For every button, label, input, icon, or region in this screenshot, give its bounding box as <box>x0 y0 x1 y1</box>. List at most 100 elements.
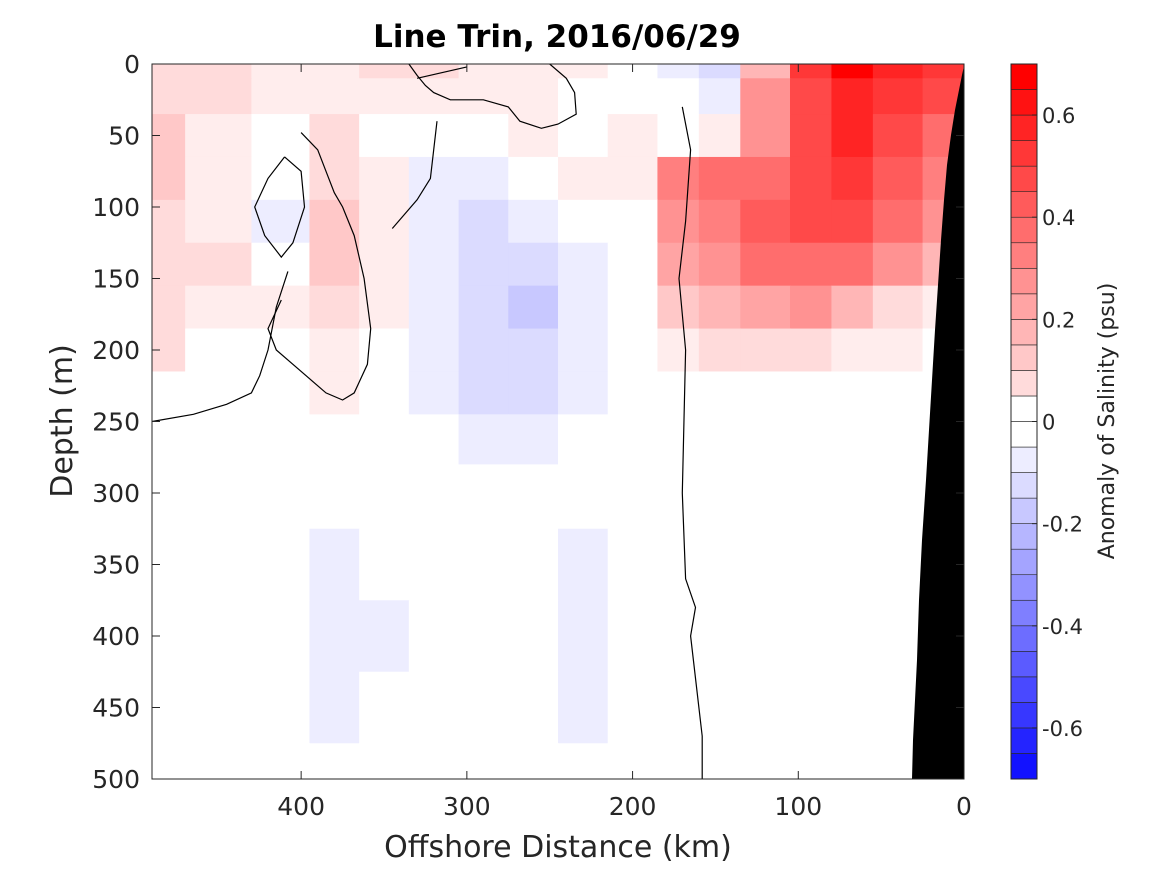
heatmap-cell <box>508 156 559 201</box>
heatmap-cell <box>740 199 791 244</box>
heatmap-cell <box>558 242 609 287</box>
heatmap-cell <box>359 671 410 744</box>
heatmap-cell <box>309 743 360 779</box>
heatmap-cell <box>698 464 741 530</box>
heatmap-cell <box>508 64 559 79</box>
colorbar-level <box>1010 625 1038 652</box>
heatmap-cell <box>152 156 186 201</box>
heatmap-cell <box>408 285 460 330</box>
colorbar-level <box>1010 497 1038 524</box>
heatmap-cell <box>657 242 700 287</box>
x-tick-label: 100 <box>774 792 822 821</box>
heatmap-cell <box>657 199 700 244</box>
heatmap-cell <box>698 285 741 330</box>
heatmap-cell <box>831 156 874 201</box>
colorbar-level <box>1010 753 1038 780</box>
colorbar-tick-label: 0.4 <box>1042 206 1075 230</box>
heatmap-cell <box>152 64 186 79</box>
heatmap-cell <box>698 414 741 465</box>
heatmap-cell <box>831 464 874 530</box>
heatmap-cell <box>251 464 311 530</box>
heatmap-cell <box>698 600 741 673</box>
heatmap-cell <box>558 199 609 244</box>
colorbar-level <box>1010 676 1038 703</box>
heatmap-cell <box>458 600 509 673</box>
heatmap-cell <box>251 78 311 115</box>
heatmap-cell <box>152 464 186 530</box>
x-tick-label: 400 <box>277 792 325 821</box>
heatmap-cell <box>698 743 741 779</box>
colorbar: -0.6 -0.4 -0.2 0 0.2 0.4 0.6 Anomaly of Salini… <box>1010 63 1120 780</box>
heatmap-cell <box>831 414 874 465</box>
heatmap-cell <box>607 600 659 673</box>
heatmap-cell <box>309 242 360 287</box>
heatmap-cell <box>740 114 791 158</box>
y-tick-label: 0 <box>124 50 140 79</box>
colorbar-level <box>1010 446 1038 473</box>
heatmap-cell <box>872 528 924 601</box>
colorbar-tick-label: -0.4 <box>1042 615 1083 639</box>
heatmap-cell <box>458 242 509 287</box>
heatmap-cell <box>831 600 874 673</box>
colorbar-tick-label: 0 <box>1042 411 1055 435</box>
y-tick-label: 200 <box>92 336 140 365</box>
heatmap-cell <box>740 78 791 115</box>
heatmap-cell <box>872 414 924 465</box>
heatmap-cell <box>558 285 609 330</box>
heatmap-cell <box>607 199 659 244</box>
heatmap-cell <box>458 464 509 530</box>
heatmap-cell <box>508 78 559 115</box>
y-axis-ticks: 0 50 100 150 200 250 300 350 400 450 500 <box>92 50 964 794</box>
heatmap-cell <box>790 671 833 744</box>
heatmap-cell <box>508 414 559 465</box>
heatmap-cell <box>185 285 253 330</box>
heatmap-cell <box>607 671 659 744</box>
heatmap-cell <box>359 528 410 601</box>
y-tick-label: 400 <box>92 622 140 651</box>
zero-contours <box>152 64 703 779</box>
y-tick-label: 150 <box>92 265 140 294</box>
colorbar-level <box>1010 267 1038 295</box>
heatmap-cell <box>558 528 609 601</box>
heatmap-cell <box>152 371 186 415</box>
zero-contour-line <box>254 156 306 259</box>
heatmap-cell <box>790 743 833 779</box>
heatmap-cell <box>607 242 659 287</box>
heatmap-cell <box>185 199 253 244</box>
heatmap-cell <box>740 328 791 373</box>
heatmap-cell <box>790 414 833 465</box>
colorbar-level <box>1010 472 1038 499</box>
heatmap-cell <box>698 156 741 201</box>
colorbar-level <box>1010 114 1038 141</box>
colorbar-level <box>1010 344 1038 371</box>
heatmap-cell <box>831 64 874 79</box>
colorbar-level <box>1010 89 1038 116</box>
x-axis-ticks: 400 300 200 100 0 <box>277 64 972 821</box>
heatmap-cell <box>508 199 559 244</box>
colorbar-level <box>1010 216 1038 244</box>
seafloor-mask <box>912 66 964 779</box>
heatmap-cell <box>309 600 360 673</box>
heatmap-cell <box>408 64 460 79</box>
heatmap-cell <box>359 64 410 79</box>
heatmap-cell <box>359 743 410 779</box>
heatmap-cell <box>359 285 410 330</box>
heatmap-cell <box>790 371 833 415</box>
heatmap-cell <box>872 328 924 373</box>
heatmap-cell <box>740 671 791 744</box>
heatmap-cell <box>408 371 460 415</box>
heatmap-cell <box>657 371 700 415</box>
heatmap-cell <box>508 600 559 673</box>
heatmap-cell <box>309 671 360 744</box>
colorbar-level <box>1010 165 1038 192</box>
colorbar-level <box>1010 727 1038 754</box>
heatmap-cell <box>922 64 964 79</box>
heatmap-cell <box>458 156 509 201</box>
heatmap-cell <box>872 371 924 415</box>
heatmap-cell <box>740 242 791 287</box>
heatmap-cell <box>698 64 741 79</box>
heatmap-cell <box>458 285 509 330</box>
heatmap-cell <box>309 464 360 530</box>
heatmap-cell <box>740 743 791 779</box>
heatmap-cell <box>558 743 609 779</box>
